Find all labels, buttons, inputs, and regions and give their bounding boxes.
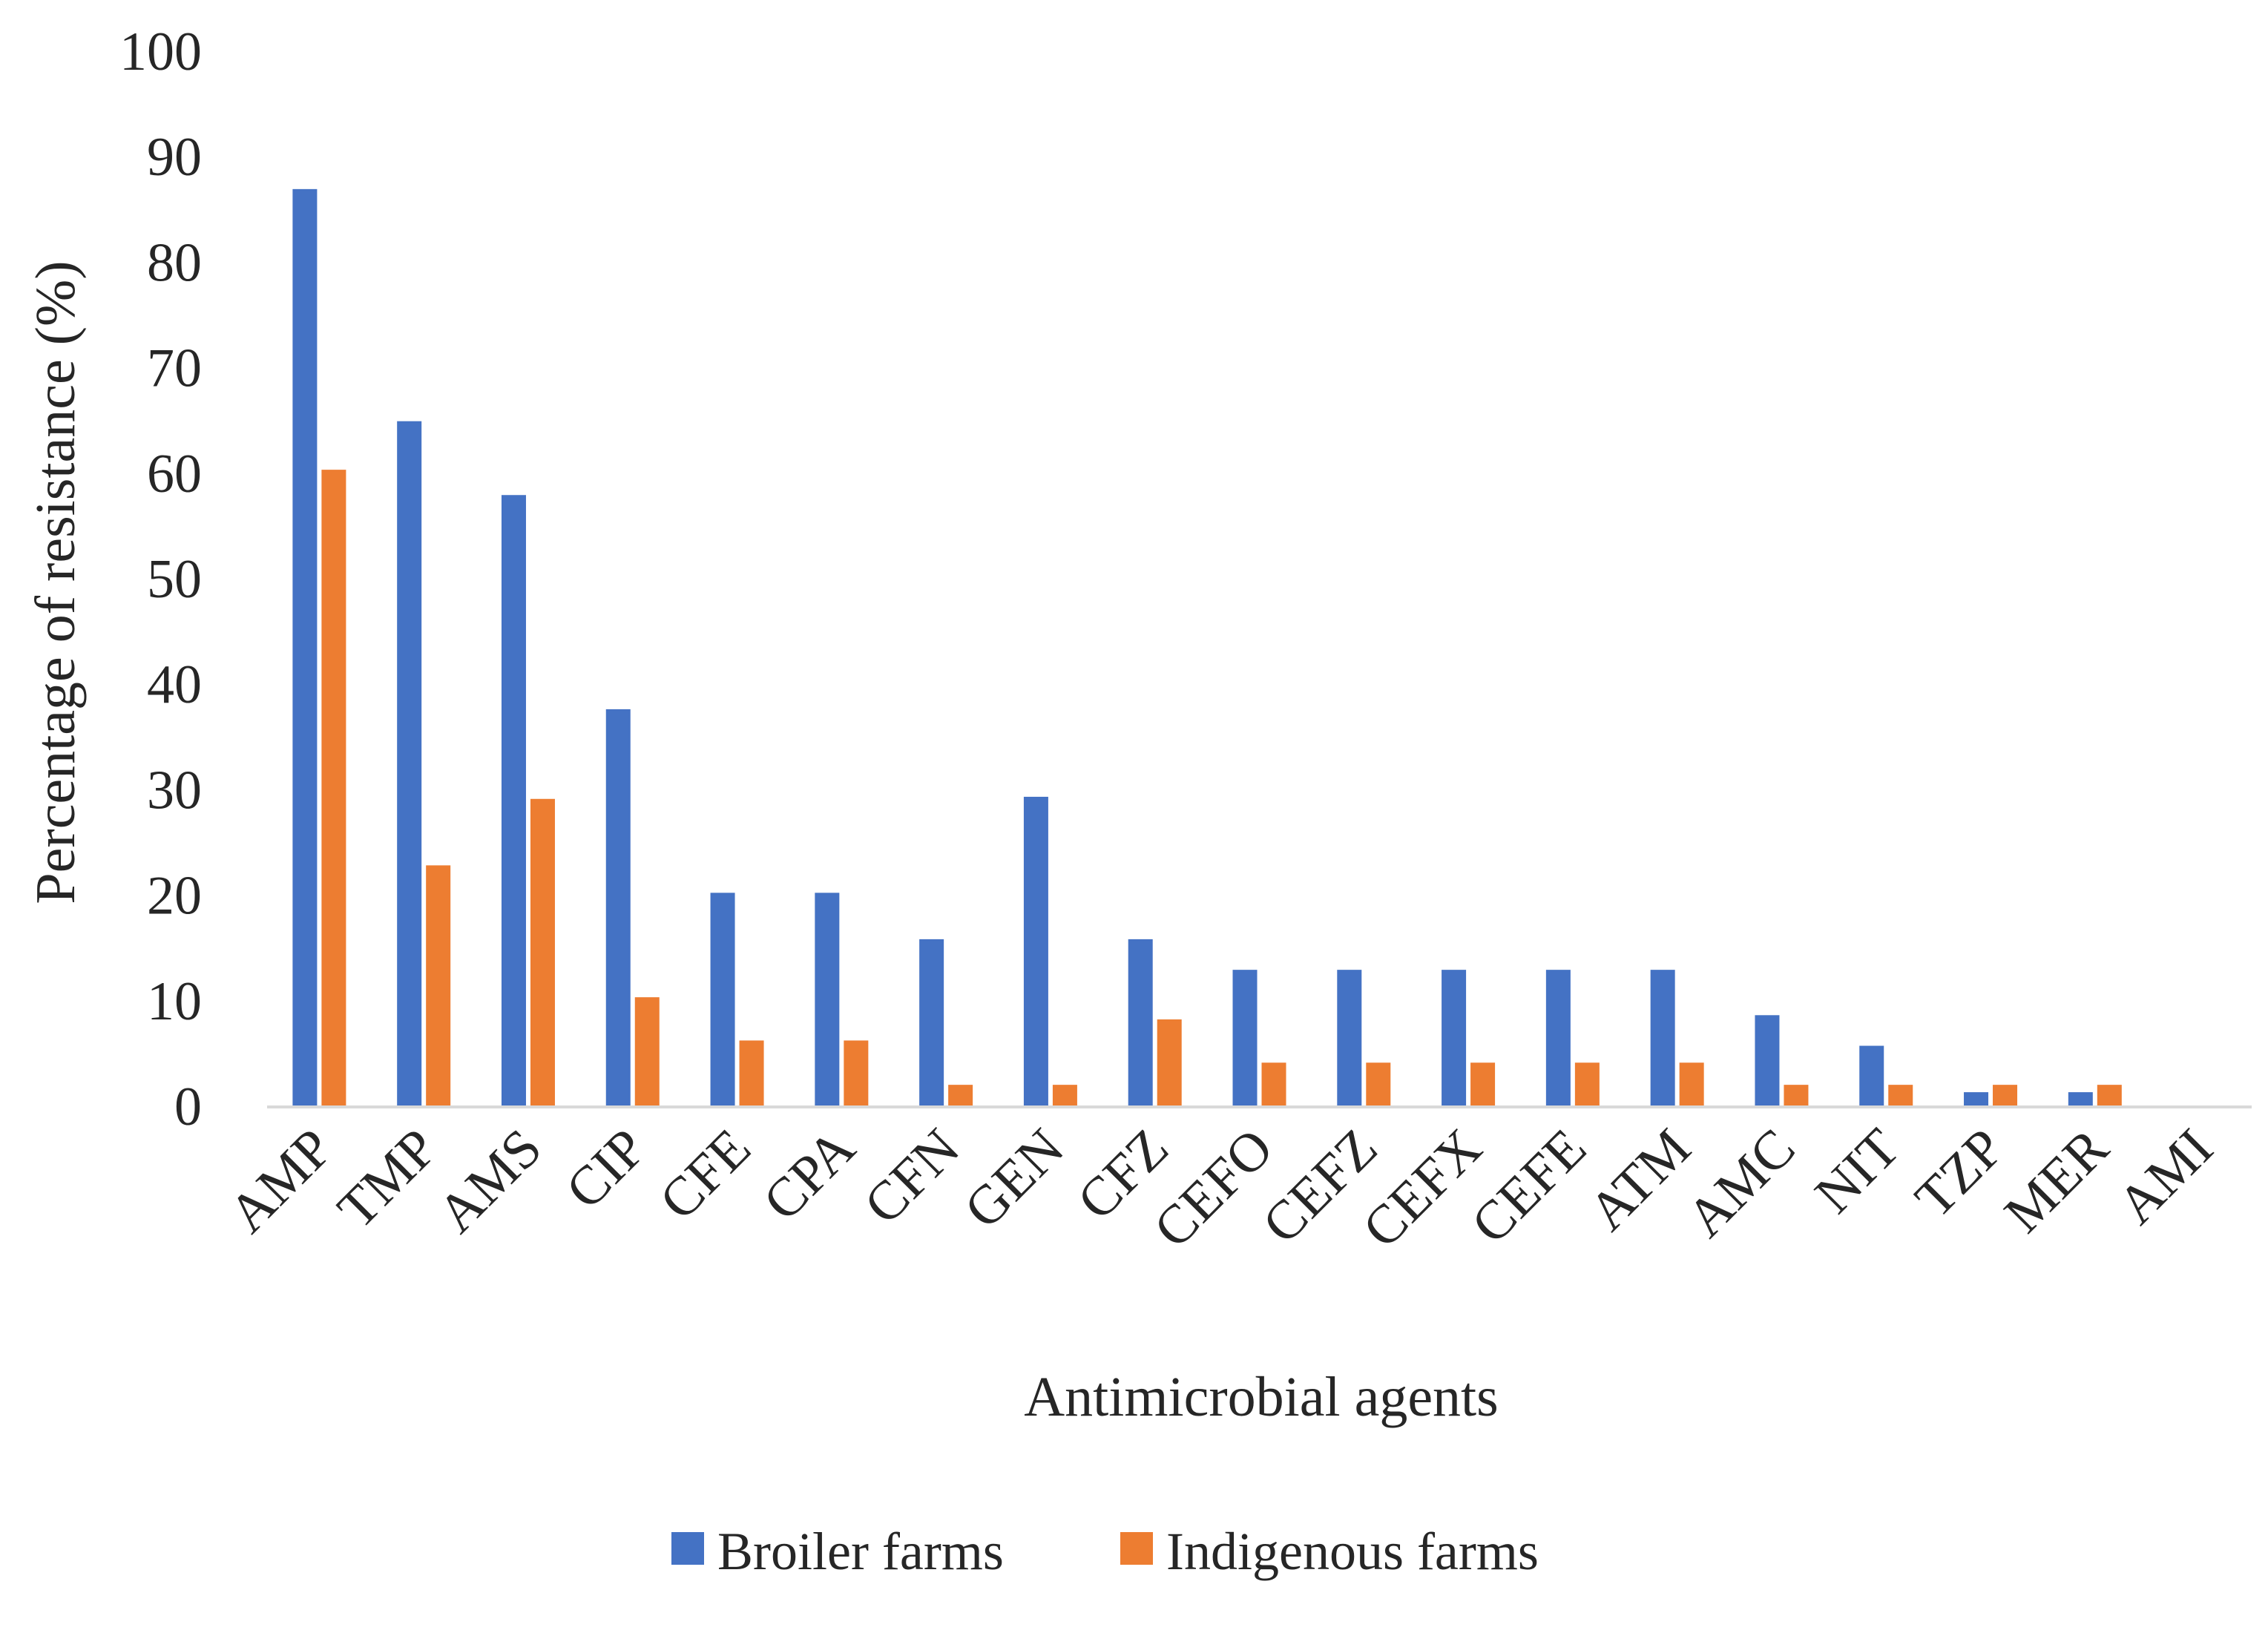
bar-broiler-cfz bbox=[1128, 939, 1153, 1107]
bar-indigenous-mer bbox=[2097, 1085, 2122, 1107]
bar-indigenous-cpa bbox=[844, 1040, 869, 1107]
y-tick-label: 50 bbox=[147, 549, 202, 610]
bar-broiler-cefe bbox=[1545, 970, 1571, 1107]
x-tick-label: CPA bbox=[752, 1117, 867, 1232]
bar-broiler-cfn bbox=[919, 939, 944, 1107]
bar-indigenous-cefx bbox=[1470, 1062, 1496, 1107]
bar-indigenous-gen bbox=[1052, 1085, 1077, 1107]
y-tick-label: 20 bbox=[147, 866, 202, 927]
y-tick-label: 70 bbox=[147, 338, 202, 399]
bar-broiler-cefz bbox=[1337, 970, 1362, 1107]
bar-broiler-amp bbox=[292, 188, 318, 1108]
x-tick-label: GEN bbox=[953, 1117, 1076, 1241]
y-tick-label: 100 bbox=[119, 22, 202, 82]
bar-indigenous-nit bbox=[1888, 1085, 1913, 1107]
bar-indigenous-tmp bbox=[426, 865, 451, 1107]
bar-indigenous-amp bbox=[321, 470, 346, 1107]
x-tick-label: CEFE bbox=[1460, 1117, 1598, 1255]
y-tick-label: 30 bbox=[147, 760, 202, 821]
bar-broiler-cefx bbox=[1442, 970, 1467, 1107]
y-tick-label: 10 bbox=[147, 971, 202, 1032]
x-tick-label: MER bbox=[1993, 1117, 2120, 1245]
y-tick-label: 60 bbox=[147, 444, 202, 505]
legend-swatch-broiler bbox=[671, 1532, 704, 1565]
bars bbox=[292, 188, 2122, 1108]
x-tick-label: AMC bbox=[1675, 1117, 1807, 1249]
bar-broiler-ams bbox=[501, 495, 526, 1107]
x-tick-label: AMP bbox=[217, 1117, 344, 1244]
legend: Broiler farms Indigenous farms bbox=[671, 1522, 1539, 1581]
bar-broiler-mer bbox=[2068, 1092, 2093, 1107]
bar-broiler-nit bbox=[1859, 1045, 1884, 1107]
y-axis-ticks: 0 10 20 30 40 50 60 70 80 90 100 bbox=[119, 22, 202, 1137]
bar-indigenous-cip bbox=[634, 997, 660, 1107]
bar-indigenous-cfn bbox=[948, 1085, 973, 1107]
legend-label-indigenous: Indigenous farms bbox=[1166, 1522, 1539, 1581]
bar-indigenous-tzp bbox=[1993, 1085, 2018, 1107]
x-tick-label: AMS bbox=[427, 1117, 553, 1244]
bar-indigenous-cfz bbox=[1157, 1019, 1182, 1107]
bar-broiler-cfe bbox=[710, 893, 735, 1107]
bar-indigenous-cefz bbox=[1366, 1062, 1391, 1107]
legend-swatch-indigenous bbox=[1120, 1532, 1153, 1565]
bar-broiler-gen bbox=[1023, 796, 1048, 1107]
y-tick-label: 90 bbox=[147, 127, 202, 188]
x-axis-title: Antimicrobial agents bbox=[1024, 1366, 1499, 1428]
x-tick-label: CFE bbox=[648, 1117, 763, 1232]
y-tick-label: 80 bbox=[147, 232, 202, 293]
y-tick-label: 40 bbox=[147, 654, 202, 715]
x-tick-label: TMP bbox=[326, 1117, 450, 1241]
x-tick-label: CEFX bbox=[1351, 1117, 1493, 1260]
bar-broiler-tmp bbox=[397, 421, 422, 1107]
x-tick-label: TZP bbox=[1904, 1117, 2016, 1229]
bar-broiler-atm bbox=[1650, 970, 1675, 1107]
x-tick-label: CFN bbox=[852, 1117, 971, 1236]
bar-broiler-cip bbox=[605, 709, 631, 1107]
x-tick-label: NIT bbox=[1804, 1117, 1911, 1225]
x-tick-label: AMI bbox=[2106, 1117, 2225, 1236]
bar-indigenous-cefe bbox=[1574, 1062, 1600, 1107]
y-tick-label: 0 bbox=[174, 1077, 202, 1137]
y-axis-title: Percentage of resistance (%) bbox=[24, 260, 87, 904]
bar-indigenous-amc bbox=[1784, 1085, 1809, 1107]
legend-label-broiler: Broiler farms bbox=[717, 1522, 1004, 1581]
bar-indigenous-atm bbox=[1679, 1062, 1704, 1107]
x-tick-label: CIP bbox=[554, 1117, 657, 1220]
x-tick-label: CEFO bbox=[1143, 1117, 1285, 1260]
bar-broiler-tzp bbox=[1964, 1092, 1989, 1107]
bar-indigenous-cefo bbox=[1261, 1062, 1286, 1107]
bar-indigenous-ams bbox=[530, 798, 555, 1107]
bar-indigenous-cfe bbox=[739, 1040, 764, 1107]
x-tick-label: ATM bbox=[1577, 1117, 1702, 1242]
bar-broiler-amc bbox=[1755, 1015, 1780, 1107]
bar-broiler-cpa bbox=[815, 893, 840, 1107]
bar-broiler-cefo bbox=[1232, 970, 1258, 1107]
